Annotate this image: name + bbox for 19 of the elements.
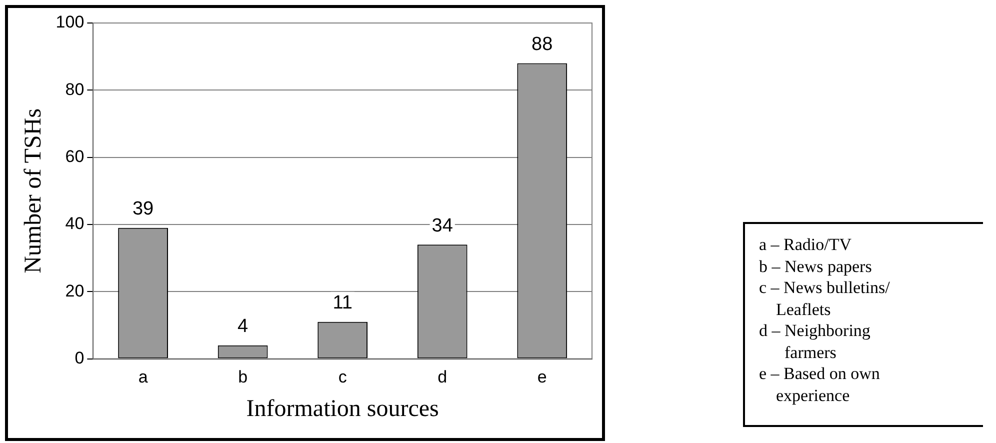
y-tick-label: 60 xyxy=(65,147,84,166)
x-tick-label: e xyxy=(537,368,547,387)
data-label: 39 xyxy=(132,198,154,220)
x-tick-label: a xyxy=(138,368,148,387)
x-axis-title: Information sources xyxy=(246,396,439,422)
y-tick-label: 40 xyxy=(65,214,84,234)
text: a – Radio/TV b – News papers c – News bulletins/ Leaflets d – Neighboring farmers e – Based on own experience xyxy=(743,222,983,427)
x-tick-label: b xyxy=(238,368,248,387)
x-tick-label: d xyxy=(438,368,448,387)
x-tick-label: c xyxy=(338,368,348,387)
y-axis-title: Number of TSHs xyxy=(20,108,47,274)
data-label: 4 xyxy=(238,316,249,338)
data-label: 11 xyxy=(332,292,352,314)
y-tick-label: 100 xyxy=(56,12,84,32)
y-tick-label: 20 xyxy=(65,281,84,300)
y-tick-label: 0 xyxy=(74,348,84,368)
y-tick-label: 80 xyxy=(65,80,84,99)
data-label: 88 xyxy=(532,34,553,56)
data-label: 34 xyxy=(432,215,454,236)
